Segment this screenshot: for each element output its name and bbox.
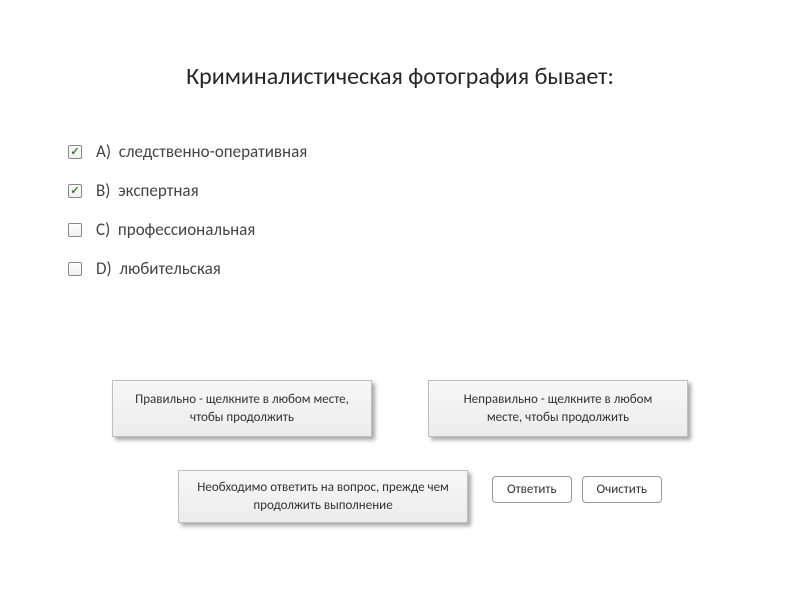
option-label-c: C) профессиональная bbox=[96, 219, 255, 240]
clear-button[interactable]: Очистить bbox=[582, 476, 662, 503]
checkbox-a[interactable] bbox=[68, 145, 82, 159]
answer-prompt-box: Необходимо ответить на вопрос, прежде че… bbox=[178, 470, 468, 523]
feedback-incorrect-box[interactable]: Неправильно - щелкните в любом месте, чт… bbox=[428, 380, 688, 437]
checkbox-d[interactable] bbox=[68, 262, 82, 276]
checkbox-c[interactable] bbox=[68, 223, 82, 237]
options-list: A) следственно-оперативная B) экспертная… bbox=[68, 141, 800, 279]
option-label-d: D) любительская bbox=[96, 258, 221, 279]
button-group: Ответить Очистить bbox=[492, 476, 662, 503]
option-row-a[interactable]: A) следственно-оперативная bbox=[68, 141, 800, 162]
option-row-d[interactable]: D) любительская bbox=[68, 258, 800, 279]
question-title: Криминалистическая фотография бывает: bbox=[0, 0, 800, 91]
checkbox-b[interactable] bbox=[68, 184, 82, 198]
submit-button[interactable]: Ответить bbox=[492, 476, 572, 503]
feedback-correct-box[interactable]: Правильно - щелкните в любом месте, чтоб… bbox=[112, 380, 372, 437]
option-label-a: A) следственно-оперативная bbox=[96, 141, 307, 162]
option-row-c[interactable]: C) профессиональная bbox=[68, 219, 800, 240]
feedback-row: Правильно - щелкните в любом месте, чтоб… bbox=[0, 380, 800, 437]
option-row-b[interactable]: B) экспертная bbox=[68, 180, 800, 201]
bottom-row: Необходимо ответить на вопрос, прежде че… bbox=[0, 470, 800, 523]
option-label-b: B) экспертная bbox=[96, 180, 199, 201]
